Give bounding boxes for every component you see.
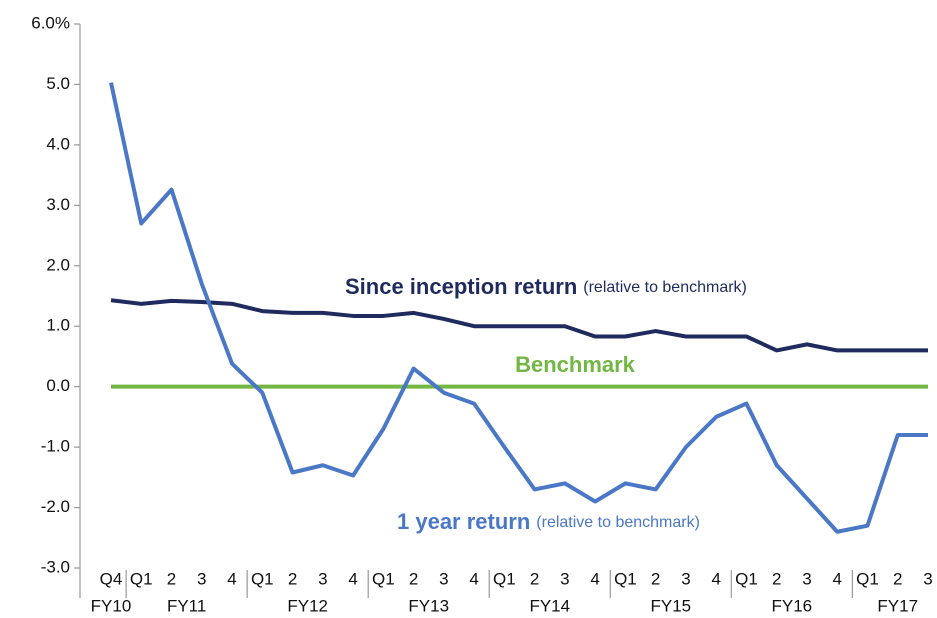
x-tick-label: 2	[288, 569, 297, 588]
x-tick-label: Q1	[130, 569, 153, 588]
series-note: (relative to benchmark)	[536, 514, 700, 531]
x-tick-label: 2	[530, 569, 539, 588]
y-tick-label: 5.0	[46, 74, 70, 93]
y-tick-label: -3.0	[41, 557, 70, 576]
x-tick-label: Q1	[251, 569, 274, 588]
x-group-label: FY15	[650, 596, 691, 615]
x-tick-label: 4	[590, 569, 599, 588]
x-tick-label: 2	[893, 569, 902, 588]
series-name: Since inception return	[345, 274, 577, 299]
x-tick-label: 4	[832, 569, 841, 588]
y-tick-label: 4.0	[46, 134, 70, 153]
x-tick-label: 2	[651, 569, 660, 588]
series-name: 1 year return	[397, 509, 530, 534]
x-group-label: FY17	[877, 596, 918, 615]
x-tick-label: Q1	[614, 569, 637, 588]
y-tick-label: -1.0	[41, 437, 70, 456]
y-tick-label: -2.0	[41, 497, 70, 516]
series-note: (relative to benchmark)	[583, 279, 747, 296]
x-tick-label: 3	[439, 569, 448, 588]
x-tick-label: Q1	[372, 569, 395, 588]
x-group-label: FY13	[408, 596, 449, 615]
x-tick-label: Q1	[735, 569, 758, 588]
x-tick-label: 3	[197, 569, 206, 588]
x-tick-label: 3	[802, 569, 811, 588]
series-name: Benchmark	[515, 352, 636, 377]
x-tick-label: 2	[409, 569, 418, 588]
x-tick-label: Q4	[100, 569, 123, 588]
x-tick-label: 3	[681, 569, 690, 588]
x-tick-label: 3	[923, 569, 932, 588]
series-annotation: Since inception return (relative to bench…	[345, 274, 747, 299]
series-annotation: Benchmark	[515, 352, 636, 377]
y-tick-label: 0.0	[46, 376, 70, 395]
x-tick-label: 4	[348, 569, 357, 588]
y-tick-label: 3.0	[46, 195, 70, 214]
y-tick-label: 6.0%	[31, 13, 70, 32]
series-line	[109, 82, 928, 534]
x-group-label: FY11	[167, 596, 206, 615]
x-group-label: FY12	[287, 596, 328, 615]
x-tick-label: 4	[469, 569, 478, 588]
x-group-label: FY14	[529, 596, 570, 615]
x-tick-label: Q1	[493, 569, 516, 588]
x-tick-label: Q1	[856, 569, 879, 588]
x-tick-label: 3	[318, 569, 327, 588]
series-line	[110, 298, 928, 353]
x-tick-label: 2	[167, 569, 176, 588]
x-group-label: FY10	[91, 596, 132, 615]
y-tick-label: 2.0	[46, 255, 70, 274]
y-tick-label: 1.0	[46, 316, 70, 335]
x-tick-label: 2	[772, 569, 781, 588]
series-annotation: 1 year return (relative to benchmark)	[397, 509, 700, 534]
x-tick-label: 3	[560, 569, 569, 588]
x-tick-label: 4	[227, 569, 236, 588]
x-group-label: FY16	[772, 596, 813, 615]
x-tick-label: 4	[711, 569, 720, 588]
